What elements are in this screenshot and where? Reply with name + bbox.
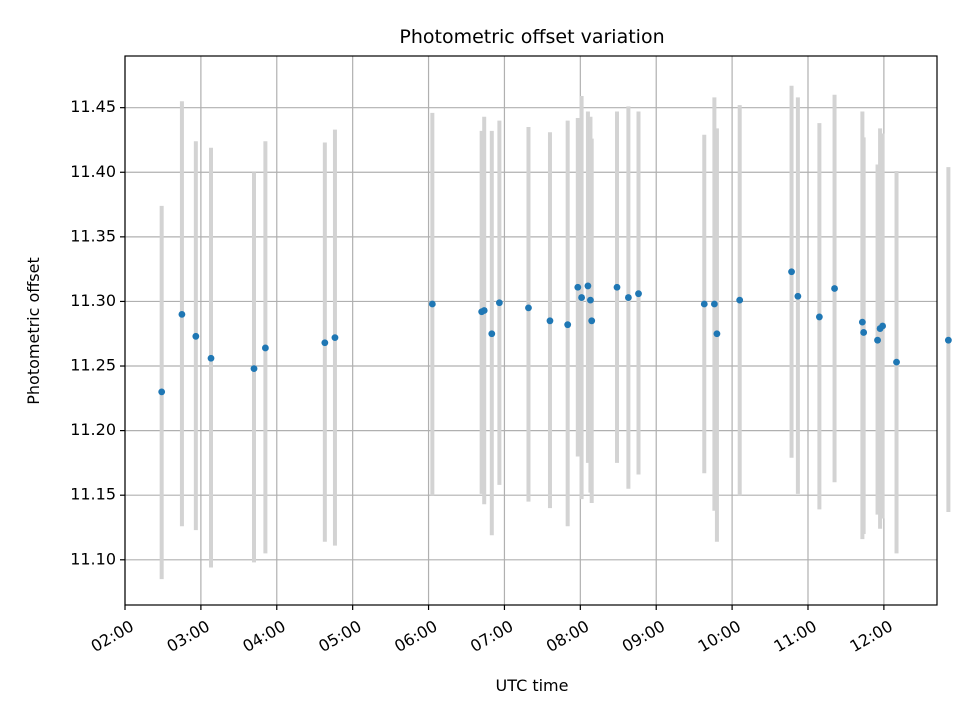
data-point xyxy=(428,300,436,308)
data-point xyxy=(564,321,572,329)
y-tick-label: 11.15 xyxy=(70,485,116,504)
data-point xyxy=(700,300,708,308)
data-point xyxy=(874,336,881,344)
data-point xyxy=(480,307,488,314)
y-axis-label: Photometric offset xyxy=(24,257,43,405)
data-point xyxy=(944,336,952,344)
y-tick-label: 11.45 xyxy=(70,97,116,116)
data-point xyxy=(588,317,596,325)
data-point xyxy=(495,299,503,307)
data-point xyxy=(250,365,258,373)
data-point xyxy=(587,296,594,304)
data-point xyxy=(584,282,592,290)
data-point xyxy=(831,285,838,292)
x-axis-label: UTC time xyxy=(496,676,569,695)
data-point xyxy=(331,334,339,342)
data-point xyxy=(574,283,582,291)
data-point xyxy=(207,354,215,362)
data-point xyxy=(624,294,632,301)
plot-frame xyxy=(124,55,938,606)
data-point xyxy=(736,296,744,304)
y-tick-label: 11.20 xyxy=(70,420,116,439)
data-point xyxy=(794,292,802,300)
data-point xyxy=(788,268,795,276)
data-point xyxy=(860,329,868,336)
data-point xyxy=(613,283,621,291)
data-point xyxy=(893,358,900,366)
data-point xyxy=(158,388,166,396)
data-point xyxy=(713,330,721,338)
data-point xyxy=(321,339,329,347)
y-tick-label: 11.35 xyxy=(70,226,116,245)
chart-title: Photometric offset variation xyxy=(399,26,664,48)
data-point xyxy=(879,322,887,330)
data-point xyxy=(488,330,496,338)
data-point xyxy=(261,344,269,352)
point-layer xyxy=(158,268,952,396)
data-point xyxy=(858,318,866,326)
data-point xyxy=(710,300,718,308)
y-tick-label: 11.10 xyxy=(70,549,116,568)
data-point xyxy=(178,310,186,318)
y-tick-label: 11.40 xyxy=(70,162,116,181)
data-point xyxy=(525,304,532,312)
data-point xyxy=(546,317,554,325)
data-point xyxy=(578,294,585,301)
y-tick-label: 11.30 xyxy=(70,291,116,310)
y-tick-label: 11.25 xyxy=(70,356,116,375)
data-point xyxy=(192,332,200,340)
data-point xyxy=(635,290,642,298)
data-point xyxy=(815,313,823,321)
